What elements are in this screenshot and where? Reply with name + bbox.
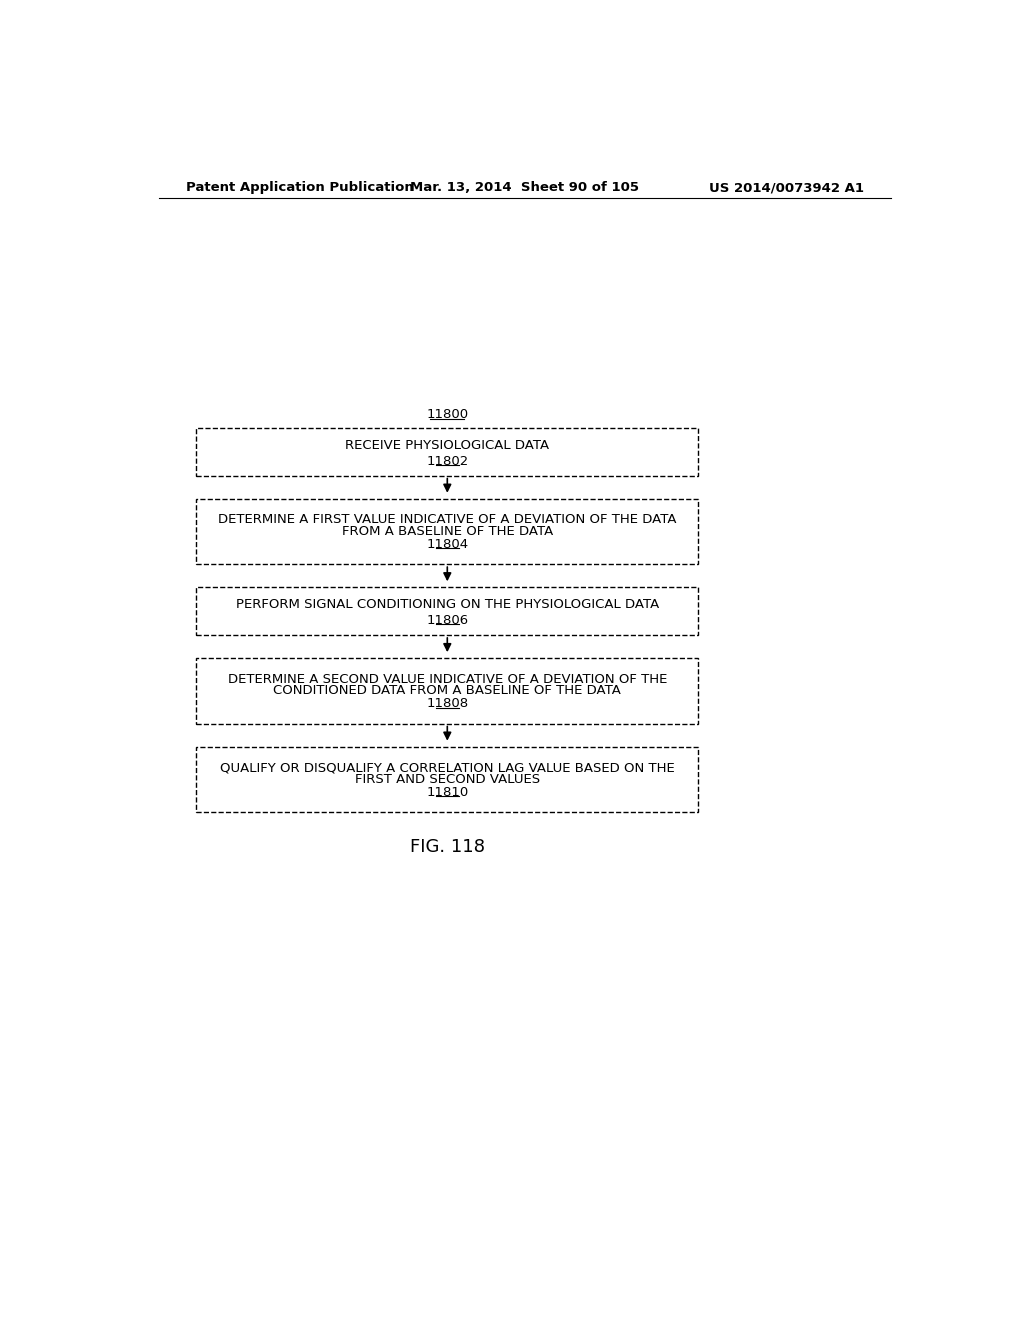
Text: DETERMINE A SECOND VALUE INDICATIVE OF A DEVIATION OF THE: DETERMINE A SECOND VALUE INDICATIVE OF A… [227,673,667,686]
Text: 11804: 11804 [426,539,468,550]
Text: 11802: 11802 [426,454,468,467]
Text: 11808: 11808 [426,697,468,710]
Text: 11806: 11806 [426,614,468,627]
Text: FIG. 118: FIG. 118 [410,838,484,855]
FancyBboxPatch shape [197,747,698,812]
Text: CONDITIONED DATA FROM A BASELINE OF THE DATA: CONDITIONED DATA FROM A BASELINE OF THE … [273,684,622,697]
Text: RECEIVE PHYSIOLOGICAL DATA: RECEIVE PHYSIOLOGICAL DATA [345,440,549,453]
FancyBboxPatch shape [197,499,698,564]
Text: Patent Application Publication: Patent Application Publication [186,181,414,194]
Text: FROM A BASELINE OF THE DATA: FROM A BASELINE OF THE DATA [342,525,553,539]
Text: 11810: 11810 [426,785,468,799]
FancyBboxPatch shape [197,659,698,723]
FancyBboxPatch shape [197,587,698,635]
Text: DETERMINE A FIRST VALUE INDICATIVE OF A DEVIATION OF THE DATA: DETERMINE A FIRST VALUE INDICATIVE OF A … [218,513,677,527]
Text: PERFORM SIGNAL CONDITIONING ON THE PHYSIOLOGICAL DATA: PERFORM SIGNAL CONDITIONING ON THE PHYSI… [236,598,658,611]
Text: QUALIFY OR DISQUALIFY A CORRELATION LAG VALUE BASED ON THE: QUALIFY OR DISQUALIFY A CORRELATION LAG … [220,762,675,775]
Text: Mar. 13, 2014  Sheet 90 of 105: Mar. 13, 2014 Sheet 90 of 105 [411,181,639,194]
Text: 11800: 11800 [426,408,468,421]
FancyBboxPatch shape [197,428,698,475]
Text: FIRST AND SECOND VALUES: FIRST AND SECOND VALUES [354,774,540,785]
Text: US 2014/0073942 A1: US 2014/0073942 A1 [710,181,864,194]
